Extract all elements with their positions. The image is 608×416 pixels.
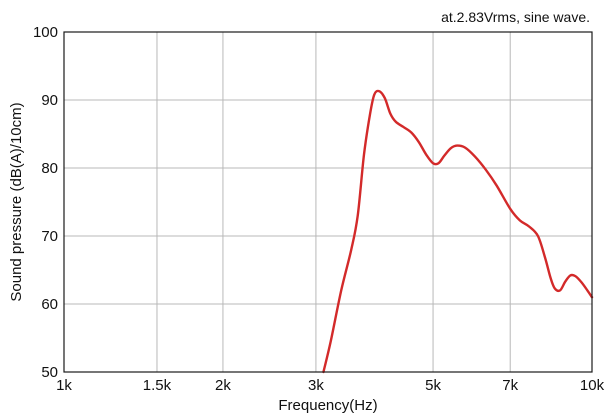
y-tick-label: 100 (33, 24, 58, 41)
x-tick-label: 10k (580, 377, 605, 394)
plot-frame (63, 31, 593, 373)
x-axis-title: Frequency(Hz) (278, 397, 377, 414)
x-tick-label: 2k (215, 377, 231, 394)
y-tick-label: 70 (41, 228, 58, 245)
measurement-condition-note: at.2.83Vrms, sine wave. (441, 9, 590, 25)
x-tick-label: 5k (425, 377, 441, 394)
x-tick-label: 1k (56, 377, 72, 394)
grid (63, 31, 593, 373)
x-axis-ticks: 1k 1.5k 2k 3k 5k 7k 10k (56, 377, 605, 394)
y-tick-label: 80 (41, 160, 58, 177)
x-tick-label: 7k (502, 377, 518, 394)
y-axis-ticks: 50 60 70 80 90 100 (33, 24, 58, 381)
x-tick-label: 3k (308, 377, 324, 394)
y-tick-label: 60 (41, 296, 58, 313)
y-tick-label: 50 (41, 364, 58, 381)
series-layer (322, 89, 594, 374)
x-tick-label: 1.5k (143, 377, 172, 394)
y-axis-title: Sound pressure (dB(A)/10cm) (8, 102, 25, 301)
response-curve (322, 89, 594, 374)
y-tick-label: 90 (41, 92, 58, 109)
